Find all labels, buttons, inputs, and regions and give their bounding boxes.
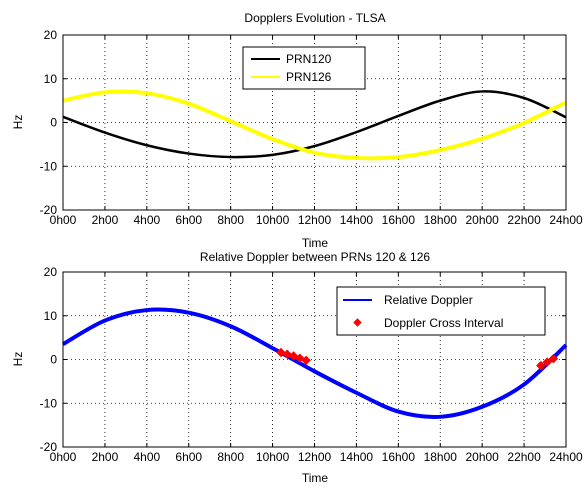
top-x-tick-label: 4h00 bbox=[133, 213, 160, 227]
point-doppler-cross-interval bbox=[288, 351, 299, 361]
top-chart-title: Dopplers Evolution - TLSA bbox=[244, 11, 385, 25]
bottom-x-tick-label: 0h00 bbox=[50, 450, 77, 464]
legend-label-relative-doppler: Relative Doppler bbox=[384, 293, 473, 307]
top-y-tick-label: -20 bbox=[40, 203, 58, 217]
bottom-y-tick-label: 0 bbox=[50, 353, 57, 367]
bottom-x-tick-label: 22h00 bbox=[507, 450, 541, 464]
point-doppler-cross-interval bbox=[301, 355, 311, 366]
point-doppler-cross-interval bbox=[295, 353, 305, 363]
series-line-prn126 bbox=[62, 89, 567, 161]
point-doppler-cross-interval bbox=[542, 357, 552, 367]
legend-label-prn126: PRN126 bbox=[286, 70, 332, 84]
bottom-legend-box bbox=[336, 286, 546, 336]
top-y-tick-label: 0 bbox=[50, 116, 57, 130]
bottom-x-tick-label: 2h00 bbox=[92, 450, 119, 464]
bottom-chart: Relative Doppler between PRNs 120 & 126 … bbox=[11, 250, 583, 485]
bottom-chart-title: Relative Doppler between PRNs 120 & 126 bbox=[200, 250, 430, 264]
bottom-x-tick-label: 20h00 bbox=[465, 450, 499, 464]
top-x-tick-label: 18h00 bbox=[424, 213, 458, 227]
top-y-tick-label: -10 bbox=[40, 159, 58, 173]
top-x-tick-label: 14h00 bbox=[340, 213, 374, 227]
top-x-tick-label: 24h00 bbox=[549, 213, 583, 227]
top-x-tick-label: 16h00 bbox=[382, 213, 416, 227]
top-x-tick-label: 22h00 bbox=[507, 213, 541, 227]
point-doppler-cross-interval bbox=[548, 353, 559, 364]
legend-swatch-doppler-cross-interval bbox=[353, 318, 362, 327]
top-y-axis-label: Hz bbox=[11, 115, 25, 130]
top-series-group bbox=[62, 89, 567, 161]
top-x-tick-label: 20h00 bbox=[465, 213, 499, 227]
top-legend: PRN120 PRN126 bbox=[242, 46, 366, 90]
series-line-relative-doppler bbox=[62, 307, 568, 419]
top-x-tick-label: 0h00 bbox=[50, 213, 77, 227]
bottom-ticks: 0h00 2h00 4h00 6h00 8h00 10h00 12h00 14h00 16h00… bbox=[40, 265, 583, 464]
bottom-legend: Relative Doppler Doppler Cross Interval bbox=[336, 286, 546, 336]
legend-label-doppler-cross-interval: Doppler Cross Interval bbox=[384, 316, 503, 330]
point-doppler-cross-interval bbox=[276, 347, 286, 358]
top-legend-box bbox=[242, 46, 366, 90]
top-ticks: 0h00 2h00 4h00 6h00 8h00 10h00 12h00 14h00 16h00… bbox=[40, 28, 583, 227]
bottom-x-tick-label: 24h00 bbox=[549, 450, 583, 464]
bottom-x-tick-label: 16h00 bbox=[382, 450, 416, 464]
top-x-tick-label: 10h00 bbox=[256, 213, 290, 227]
bottom-y-tick-label: -10 bbox=[40, 396, 58, 410]
top-x-tick-label: 12h00 bbox=[298, 213, 332, 227]
bottom-series-group bbox=[62, 307, 568, 419]
top-chart: Dopplers Evolution - TLSA 0h00 2h00 4h00 6h… bbox=[11, 11, 583, 250]
bottom-x-tick-label: 18h00 bbox=[424, 450, 458, 464]
series-line-prn120 bbox=[62, 90, 567, 159]
top-x-tick-label: 6h00 bbox=[175, 213, 202, 227]
top-y-tick-label: 20 bbox=[44, 28, 58, 42]
point-doppler-cross-interval bbox=[536, 360, 546, 371]
top-y-tick-label: 10 bbox=[44, 72, 58, 86]
bottom-x-tick-label: 10h00 bbox=[256, 450, 290, 464]
bottom-x-axis-label: Time bbox=[302, 471, 329, 485]
top-x-axis-label: Time bbox=[302, 236, 329, 250]
top-x-tick-label: 8h00 bbox=[217, 213, 244, 227]
legend-label-prn120: PRN120 bbox=[286, 52, 332, 66]
bottom-x-tick-label: 12h00 bbox=[298, 450, 332, 464]
bottom-x-tick-label: 14h00 bbox=[340, 450, 374, 464]
bottom-y-axis-label: Hz bbox=[11, 352, 25, 367]
bottom-x-tick-label: 6h00 bbox=[175, 450, 202, 464]
bottom-y-tick-label: -20 bbox=[40, 440, 58, 454]
bottom-y-tick-label: 20 bbox=[44, 265, 58, 279]
top-x-tick-label: 2h00 bbox=[92, 213, 119, 227]
bottom-x-tick-label: 4h00 bbox=[133, 450, 160, 464]
bottom-x-tick-label: 8h00 bbox=[217, 450, 244, 464]
bottom-y-tick-label: 10 bbox=[44, 309, 58, 323]
